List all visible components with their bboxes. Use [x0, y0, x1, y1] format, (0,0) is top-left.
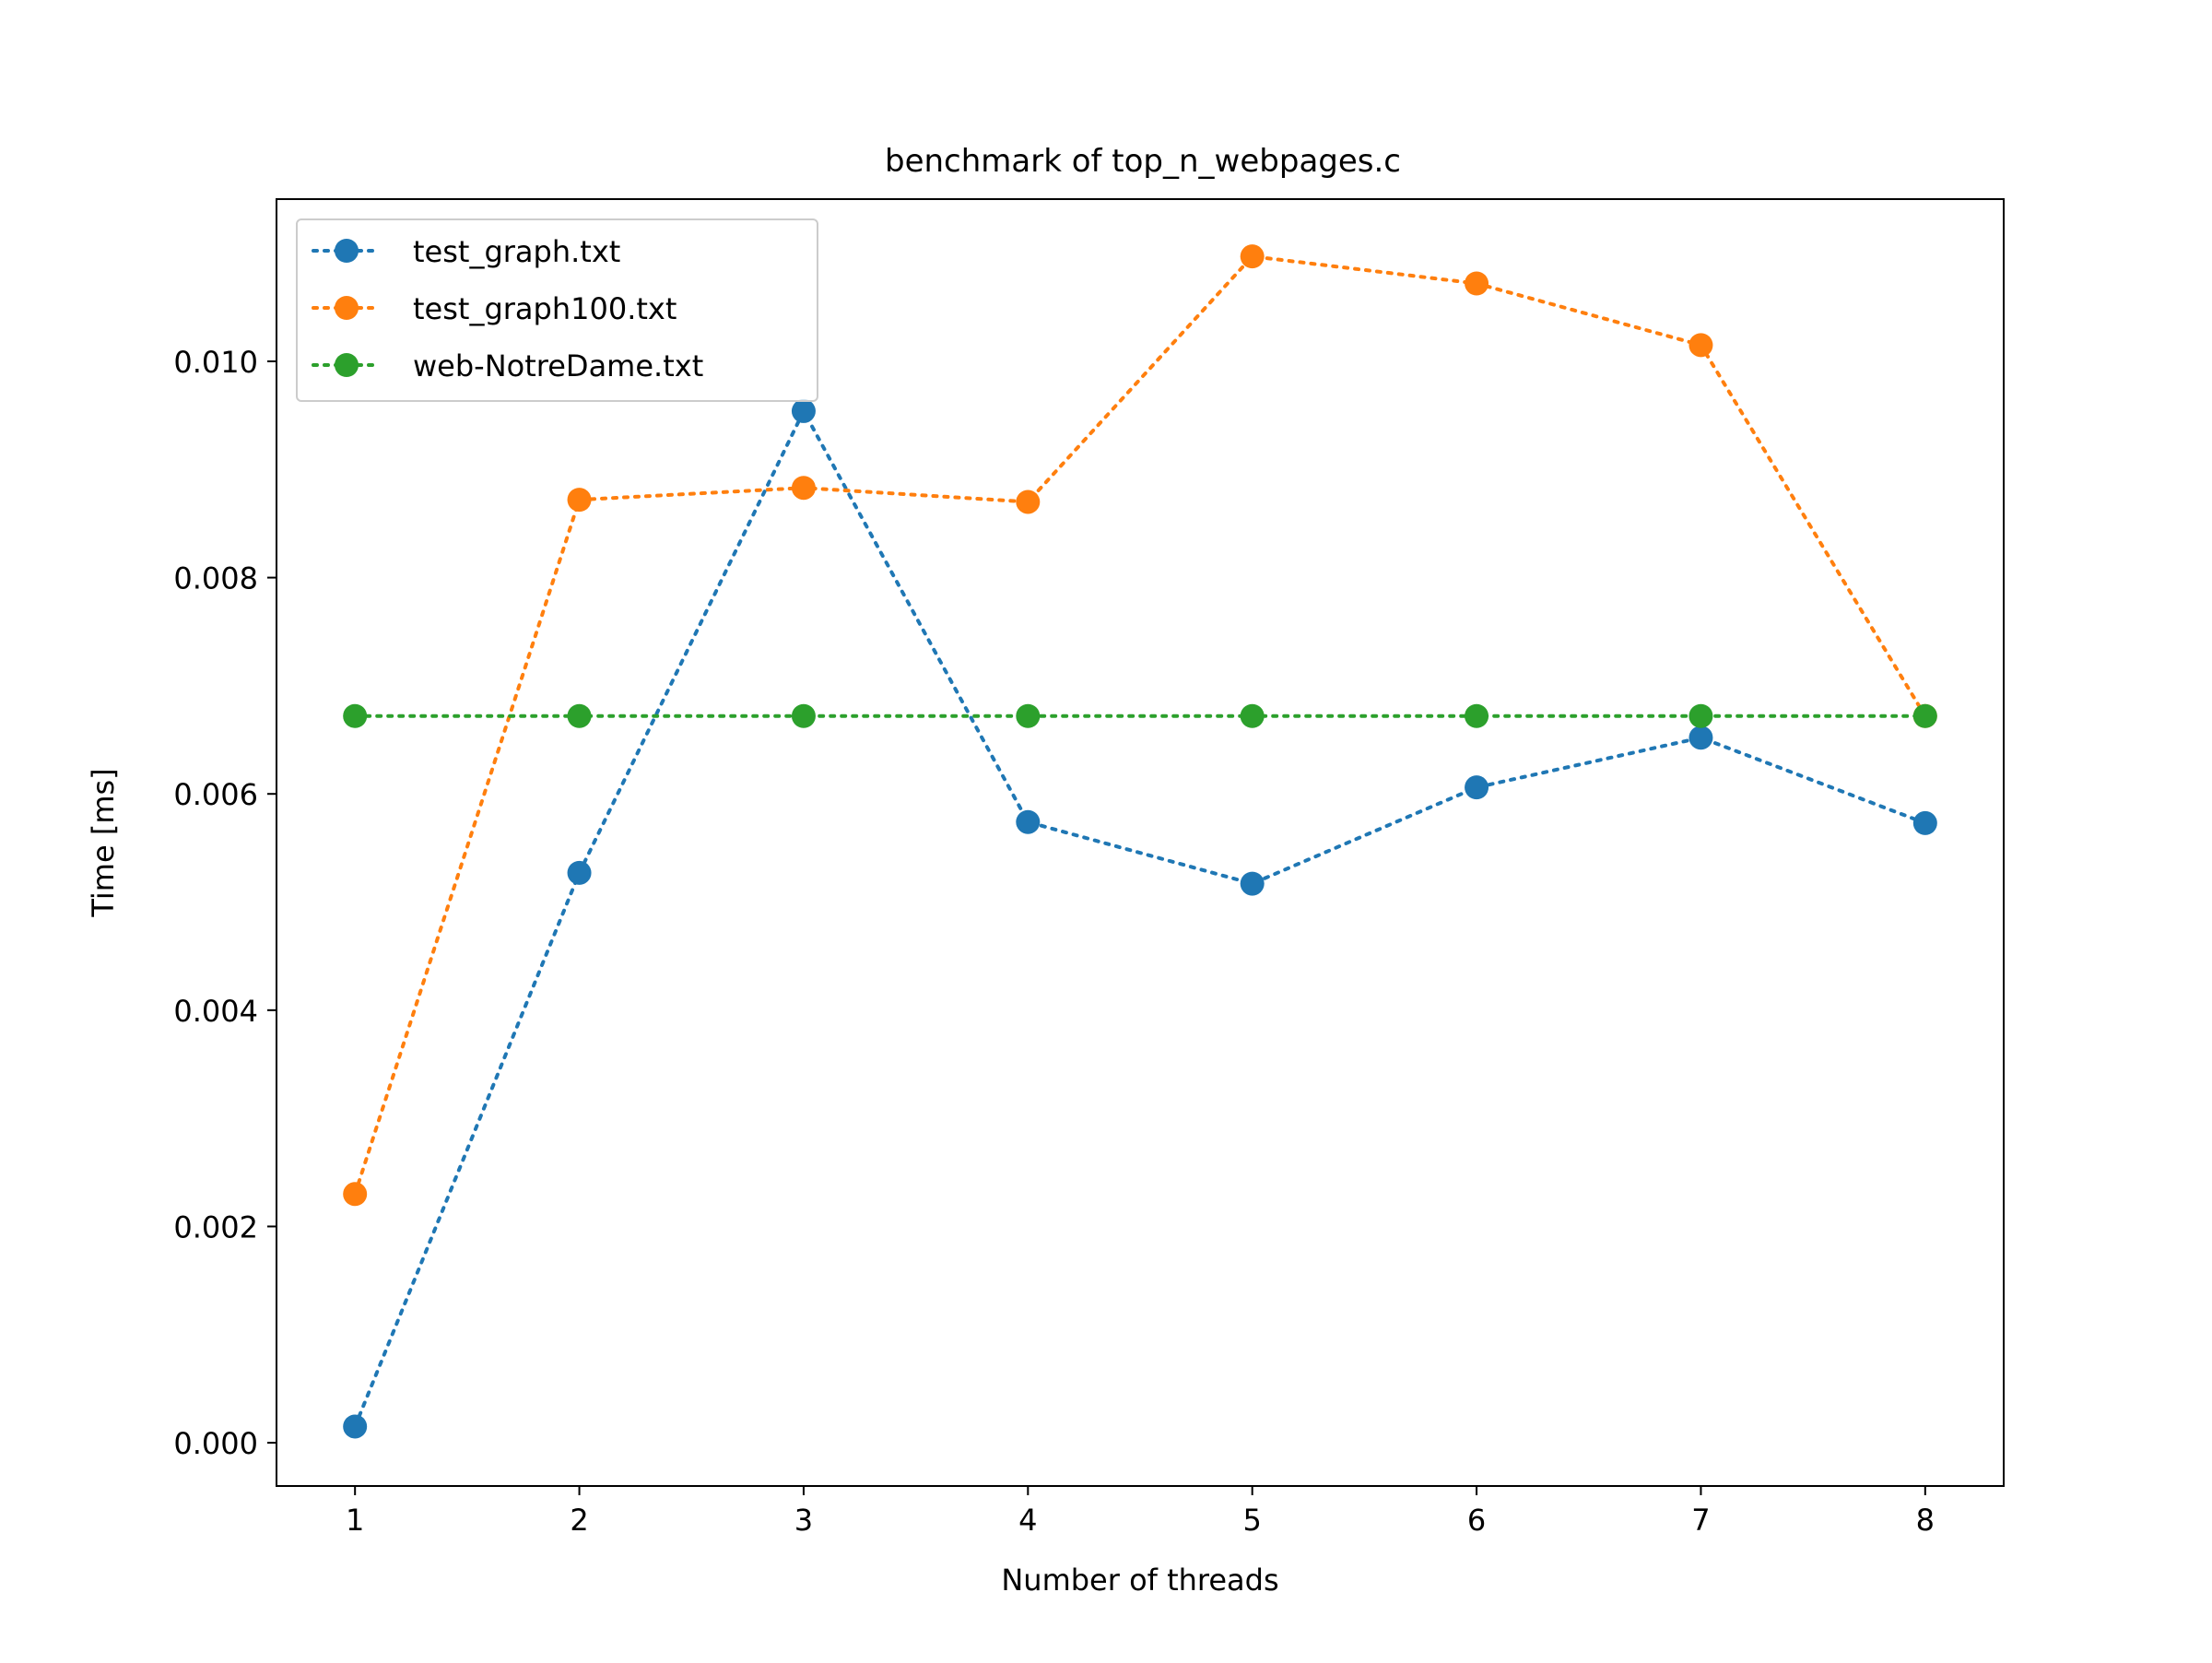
series-line	[353, 254, 1927, 1197]
series-layer	[343, 244, 1937, 1439]
legend-box	[296, 218, 818, 402]
legend: test_graph.txt test_graph100.txt web-Notre…	[296, 218, 818, 402]
data-point	[1016, 703, 1041, 728]
x-tick-label: 2	[570, 1503, 588, 1538]
x-tick-label: 8	[1916, 1503, 1935, 1538]
data-point	[1240, 871, 1265, 896]
data-point	[1240, 703, 1265, 728]
data-point	[791, 703, 816, 728]
legend-item: web-NotreDame.txt	[312, 348, 703, 383]
data-point	[1688, 725, 1713, 750]
legend-label: web-NotreDame.txt	[413, 348, 703, 383]
data-point	[567, 860, 592, 885]
data-point	[1912, 703, 1937, 728]
data-point	[1912, 810, 1937, 835]
data-point	[791, 398, 816, 423]
data-point	[343, 1414, 368, 1439]
legend-label: test_graph100.txt	[413, 291, 677, 326]
legend-marker	[335, 296, 359, 320]
plot-area-frame	[276, 198, 2005, 1487]
y-tick-label: 0.002	[173, 1209, 258, 1244]
data-point	[343, 1182, 368, 1207]
data-point	[567, 488, 592, 513]
data-point	[1688, 333, 1713, 358]
data-point	[343, 703, 368, 728]
data-point	[1016, 809, 1041, 834]
legend-item: test_graph100.txt	[312, 291, 677, 326]
x-tick-label: 5	[1243, 1503, 1262, 1538]
data-point	[1465, 271, 1489, 296]
series-line	[353, 407, 1927, 1429]
y-tick-label: 0.008	[173, 561, 258, 596]
data-point	[1016, 489, 1041, 514]
y-axis-ticks: 0.000 0.002 0.004 0.006 0.008 0.010	[173, 345, 276, 1461]
legend-label: test_graph.txt	[413, 234, 620, 269]
x-tick-label: 1	[346, 1503, 364, 1538]
data-point	[791, 476, 816, 501]
legend-marker	[335, 353, 359, 377]
data-point	[567, 703, 592, 728]
x-tick-label: 3	[794, 1503, 813, 1538]
x-tick-label: 6	[1467, 1503, 1486, 1538]
x-tick-label: 4	[1018, 1503, 1037, 1538]
y-tick-label: 0.004	[173, 994, 258, 1029]
y-tick-label: 0.000	[173, 1426, 258, 1461]
data-point	[1465, 703, 1489, 728]
x-tick-label: 7	[1691, 1503, 1710, 1538]
series-1	[343, 398, 1937, 1439]
data-point	[1688, 703, 1713, 728]
y-tick-label: 0.010	[173, 345, 258, 380]
x-axis-ticks: 1 2 3 4 5 6 7 8	[346, 1486, 1935, 1538]
x-axis-label: Number of threads	[1001, 1563, 1278, 1598]
data-point	[1465, 775, 1489, 800]
y-axis-label: Time [ms]	[86, 768, 121, 917]
series-3	[343, 703, 1937, 728]
legend-marker	[335, 239, 359, 263]
chart-title: benchmark of top_n_webpages.c	[885, 143, 1401, 180]
legend-item: test_graph.txt	[312, 234, 620, 269]
data-point	[1240, 244, 1265, 269]
y-tick-label: 0.006	[173, 777, 258, 812]
